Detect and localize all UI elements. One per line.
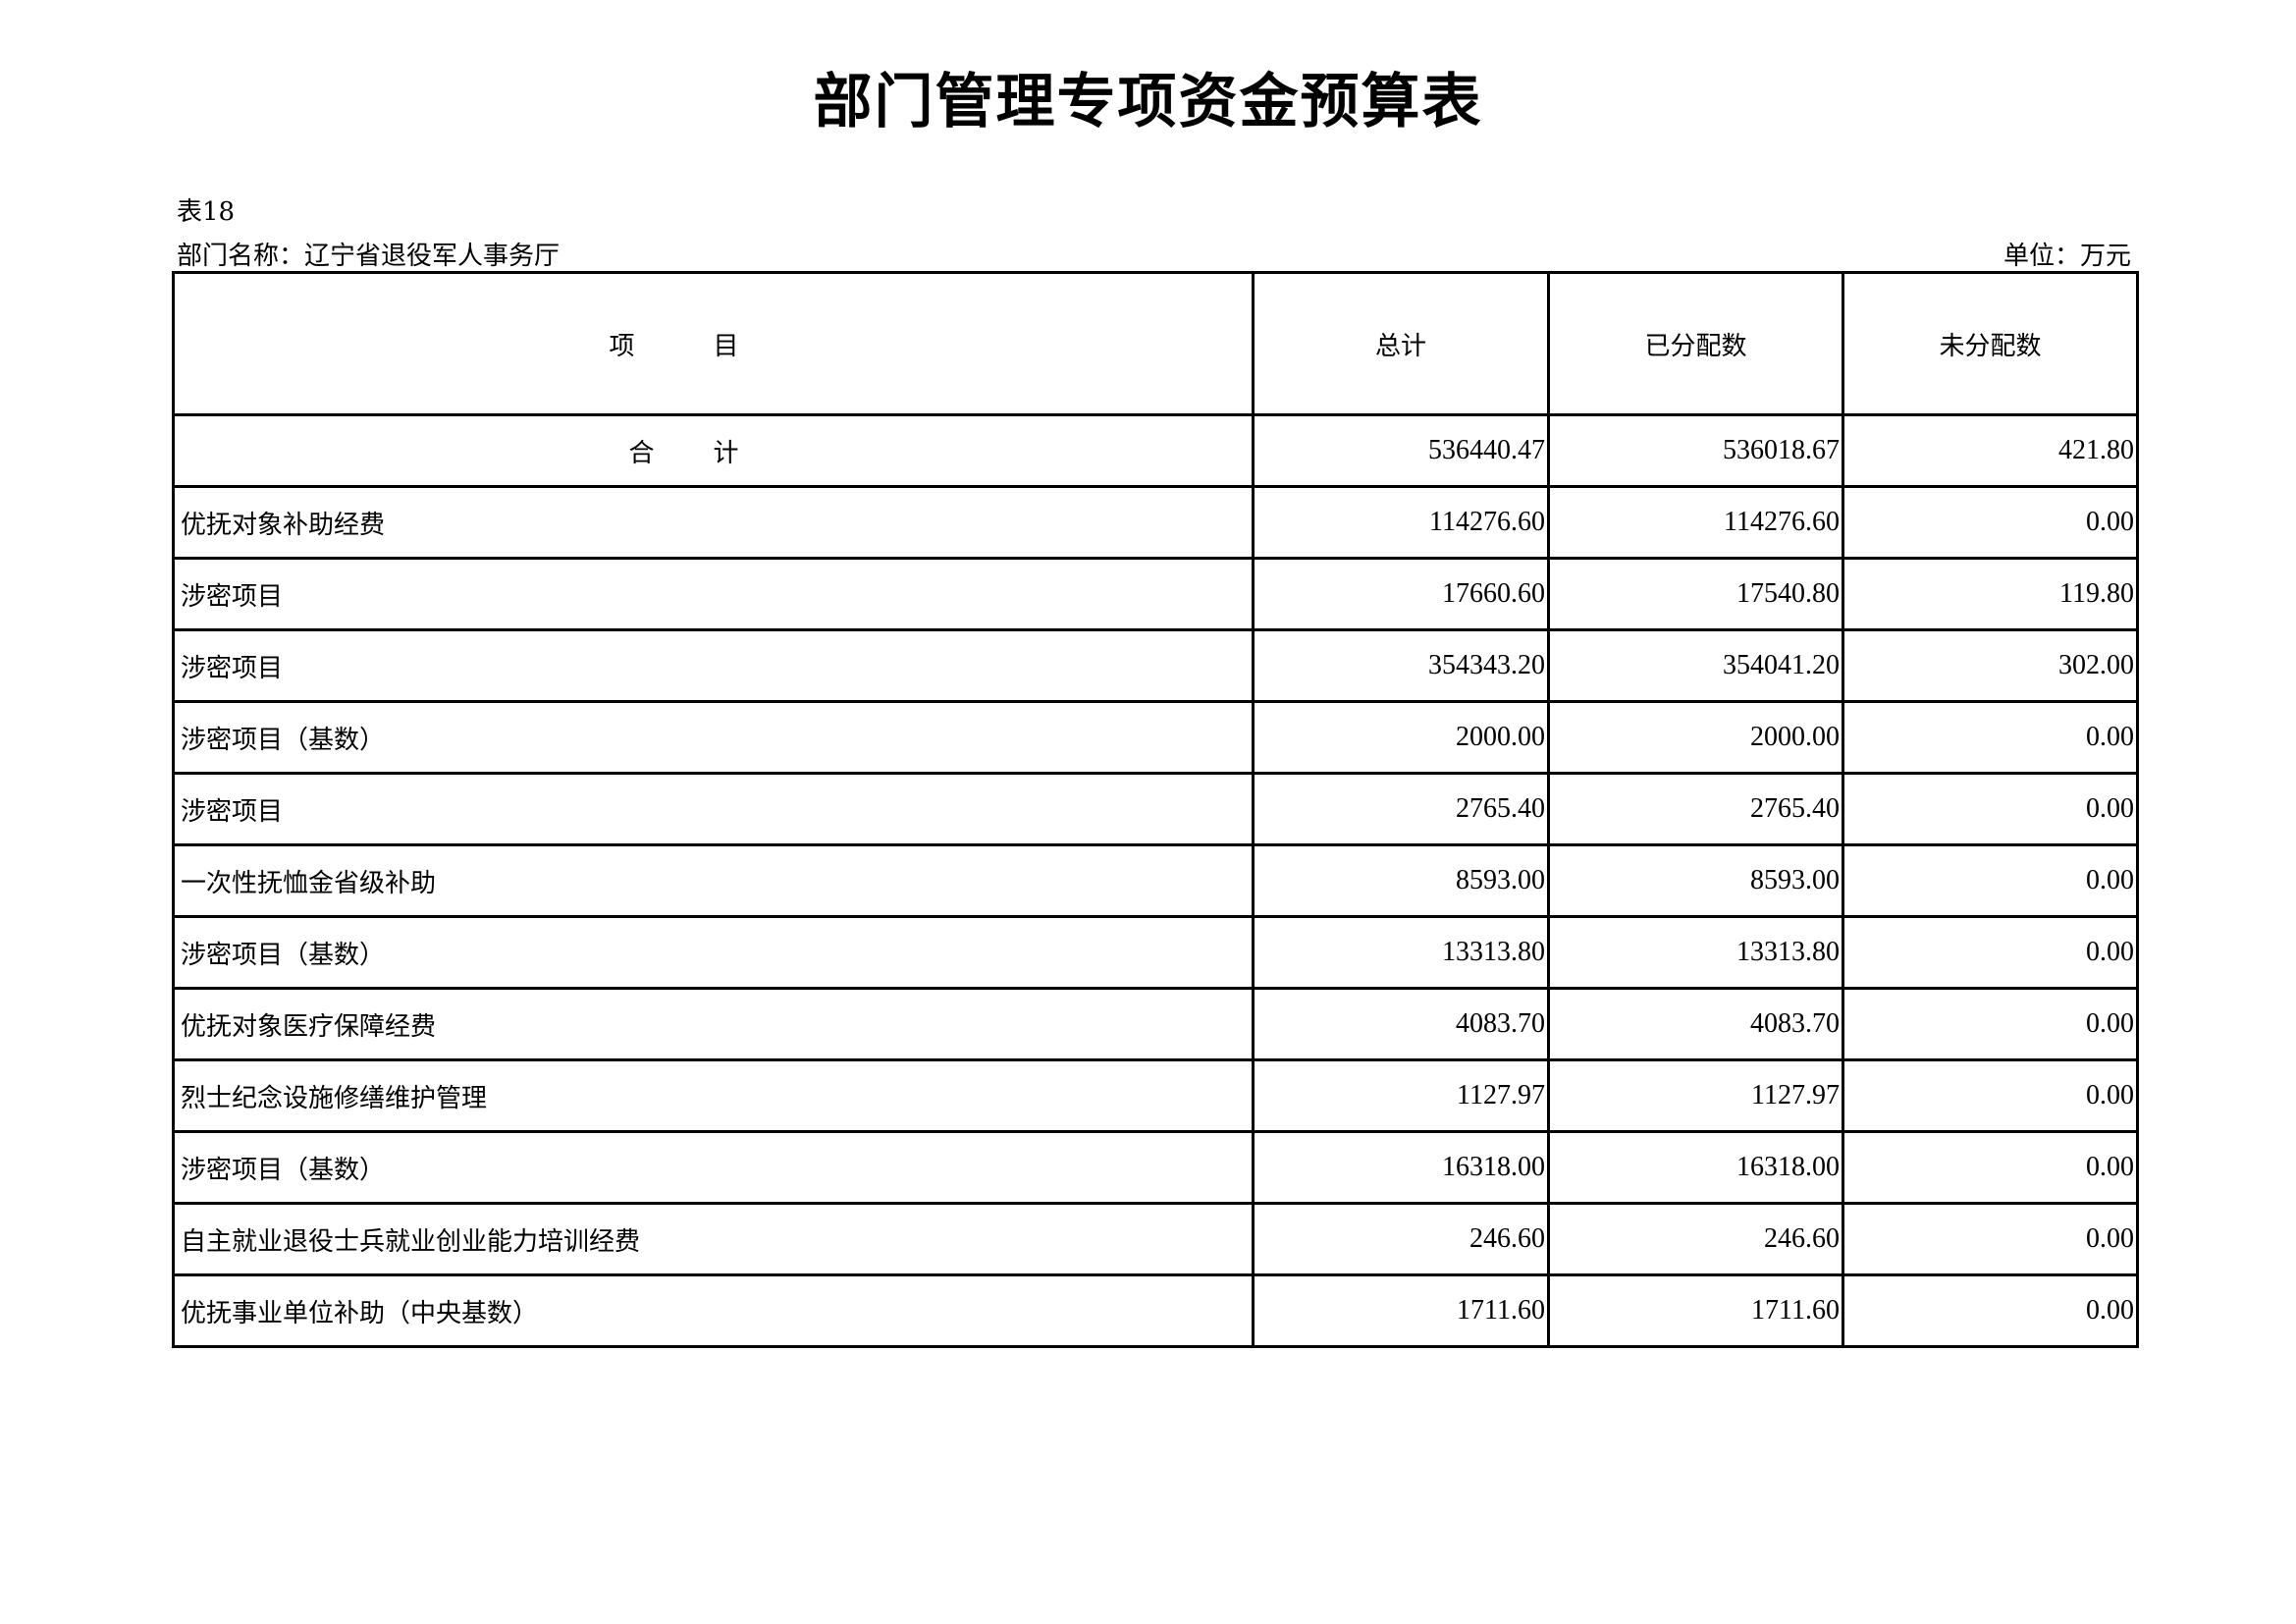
row-allocated: 2000.00 xyxy=(1547,700,1844,775)
row-name: 自主就业退役士兵就业创业能力培训经费 xyxy=(172,1202,1255,1276)
row-allocated: 8593.00 xyxy=(1547,843,1844,918)
row-total: 1127.97 xyxy=(1252,1058,1550,1133)
row-allocated: 17540.80 xyxy=(1547,557,1844,631)
table-number: 表18 xyxy=(177,197,236,227)
row-total: 246.60 xyxy=(1252,1202,1550,1276)
department-name: 部门名称：辽宁省退役军人事务厅 xyxy=(177,242,561,271)
row-name: 涉密项目 xyxy=(172,557,1255,631)
row-name: 优抚对象医疗保障经费 xyxy=(172,987,1255,1061)
table-row: 涉密项目（基数） 16318.00 16318.00 0.00 xyxy=(172,1130,2139,1205)
row-allocated: 354041.20 xyxy=(1547,628,1844,703)
table-row: 优抚事业单位补助（中央基数） 1711.60 1711.60 0.00 xyxy=(172,1273,2139,1348)
row-unallocated: 302.00 xyxy=(1842,628,2139,703)
row-total: 8593.00 xyxy=(1252,843,1550,918)
row-allocated: 16318.00 xyxy=(1547,1130,1844,1205)
total-label: 合计 xyxy=(172,413,1255,488)
row-unallocated: 0.00 xyxy=(1842,915,2139,990)
row-total: 354343.20 xyxy=(1252,628,1550,703)
table-row: 优抚对象医疗保障经费 4083.70 4083.70 0.00 xyxy=(172,987,2139,1061)
row-name: 涉密项目（基数） xyxy=(172,915,1255,990)
row-name: 优抚对象补助经费 xyxy=(172,485,1255,560)
table-row: 涉密项目 17660.60 17540.80 119.80 xyxy=(172,557,2139,631)
row-unallocated: 0.00 xyxy=(1842,772,2139,846)
row-allocated: 13313.80 xyxy=(1547,915,1844,990)
total-allocated: 536018.67 xyxy=(1547,413,1844,488)
row-unallocated: 0.00 xyxy=(1842,1058,2139,1133)
header-total: 总计 xyxy=(1252,271,1550,416)
row-allocated: 2765.40 xyxy=(1547,772,1844,846)
row-allocated: 246.60 xyxy=(1547,1202,1844,1276)
row-unallocated: 0.00 xyxy=(1842,1273,2139,1348)
row-name: 烈士纪念设施修缮维护管理 xyxy=(172,1058,1255,1133)
header-unallocated: 未分配数 xyxy=(1842,271,2139,416)
row-total: 114276.60 xyxy=(1252,485,1550,560)
budget-table: 项目 总计 已分配数 未分配数 合计 536440.47 536018.67 4… xyxy=(172,271,2139,1348)
row-allocated: 1711.60 xyxy=(1547,1273,1844,1348)
row-allocated: 114276.60 xyxy=(1547,485,1844,560)
row-name: 涉密项目 xyxy=(172,628,1255,703)
row-unallocated: 0.00 xyxy=(1842,1130,2139,1205)
row-name: 涉密项目 xyxy=(172,772,1255,846)
row-unallocated: 0.00 xyxy=(1842,700,2139,775)
row-name: 一次性抚恤金省级补助 xyxy=(172,843,1255,918)
row-unallocated: 0.00 xyxy=(1842,485,2139,560)
table-row: 涉密项目（基数） 2000.00 2000.00 0.00 xyxy=(172,700,2139,775)
row-unallocated: 0.00 xyxy=(1842,987,2139,1061)
table-row: 涉密项目 2765.40 2765.40 0.00 xyxy=(172,772,2139,846)
total-row: 合计 536440.47 536018.67 421.80 xyxy=(172,413,2139,488)
row-unallocated: 0.00 xyxy=(1842,843,2139,918)
table-row: 一次性抚恤金省级补助 8593.00 8593.00 0.00 xyxy=(172,843,2139,918)
table-row: 烈士纪念设施修缮维护管理 1127.97 1127.97 0.00 xyxy=(172,1058,2139,1133)
row-allocated: 1127.97 xyxy=(1547,1058,1844,1133)
page-title: 部门管理专项资金预算表 xyxy=(813,68,1483,136)
row-total: 2765.40 xyxy=(1252,772,1550,846)
table-row: 自主就业退役士兵就业创业能力培训经费 246.60 246.60 0.00 xyxy=(172,1202,2139,1276)
header-row: 项目 总计 已分配数 未分配数 xyxy=(172,271,2139,416)
row-total: 4083.70 xyxy=(1252,987,1550,1061)
row-total: 2000.00 xyxy=(1252,700,1550,775)
row-allocated: 4083.70 xyxy=(1547,987,1844,1061)
header-item: 项目 xyxy=(172,271,1255,416)
header-allocated: 已分配数 xyxy=(1547,271,1844,416)
row-name: 涉密项目（基数） xyxy=(172,700,1255,775)
row-total: 13313.80 xyxy=(1252,915,1550,990)
unit-label: 单位：万元 xyxy=(2002,242,2131,271)
table-row: 涉密项目（基数） 13313.80 13313.80 0.00 xyxy=(172,915,2139,990)
total-total: 536440.47 xyxy=(1252,413,1550,488)
row-total: 16318.00 xyxy=(1252,1130,1550,1205)
row-total: 17660.60 xyxy=(1252,557,1550,631)
total-unallocated: 421.80 xyxy=(1842,413,2139,488)
row-unallocated: 119.80 xyxy=(1842,557,2139,631)
row-name: 涉密项目（基数） xyxy=(172,1130,1255,1205)
table-row: 涉密项目 354343.20 354041.20 302.00 xyxy=(172,628,2139,703)
table-row: 优抚对象补助经费 114276.60 114276.60 0.00 xyxy=(172,485,2139,560)
row-unallocated: 0.00 xyxy=(1842,1202,2139,1276)
row-name: 优抚事业单位补助（中央基数） xyxy=(172,1273,1255,1348)
row-total: 1711.60 xyxy=(1252,1273,1550,1348)
